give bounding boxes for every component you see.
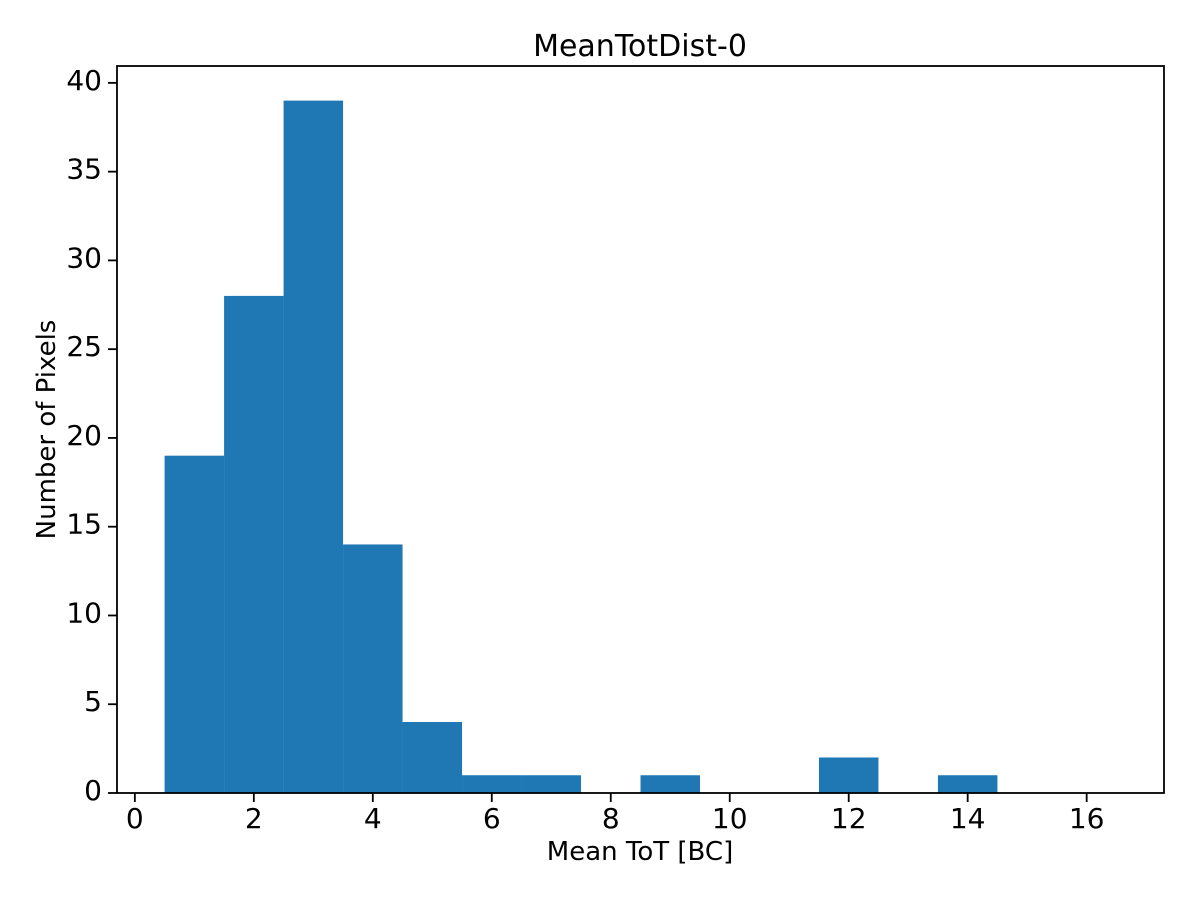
bars-layer <box>164 100 998 794</box>
chart-title: MeanTotDist-0 <box>533 29 747 64</box>
x-tick-label: 0 <box>126 802 144 835</box>
x-tick-label: 4 <box>364 802 382 835</box>
x-tick-label: 6 <box>483 802 501 835</box>
x-tick-label: 10 <box>712 802 748 835</box>
y-tick-label: 15 <box>66 508 102 541</box>
x-tick-label: 2 <box>245 802 263 835</box>
y-tick-label: 20 <box>66 419 102 452</box>
histogram-bar <box>402 721 463 793</box>
x-tick-label: 8 <box>602 802 620 835</box>
plot-border <box>116 65 1165 794</box>
y-axis-label: Number of Pixels <box>32 320 62 540</box>
histogram-bar <box>937 775 998 793</box>
x-tick-label: 12 <box>831 802 867 835</box>
ticks-layer: 0 2 4 6 8 10 12 14 16 0 5 10 15 20 25 30 35 40 <box>66 64 1104 835</box>
histogram-bar <box>224 295 284 793</box>
histogram-bar <box>343 544 403 793</box>
y-tick-label: 35 <box>66 153 102 186</box>
histogram-bar <box>521 775 582 793</box>
histogram-bar <box>164 455 225 793</box>
x-axis-label: Mean ToT [BC] <box>547 837 733 867</box>
y-tick-label: 10 <box>66 596 102 629</box>
x-tick-label: 16 <box>1069 802 1105 835</box>
histogram-bar <box>462 775 522 793</box>
y-tick-label: 30 <box>66 241 102 274</box>
histogram-bar <box>640 775 700 793</box>
histogram-bar <box>283 100 344 794</box>
x-tick-label: 14 <box>950 802 986 835</box>
y-tick-label: 40 <box>66 64 102 97</box>
y-tick-label: 5 <box>84 685 102 718</box>
y-tick-label: 25 <box>66 330 102 363</box>
histogram-bar <box>818 757 879 793</box>
y-tick-label: 0 <box>84 774 102 807</box>
